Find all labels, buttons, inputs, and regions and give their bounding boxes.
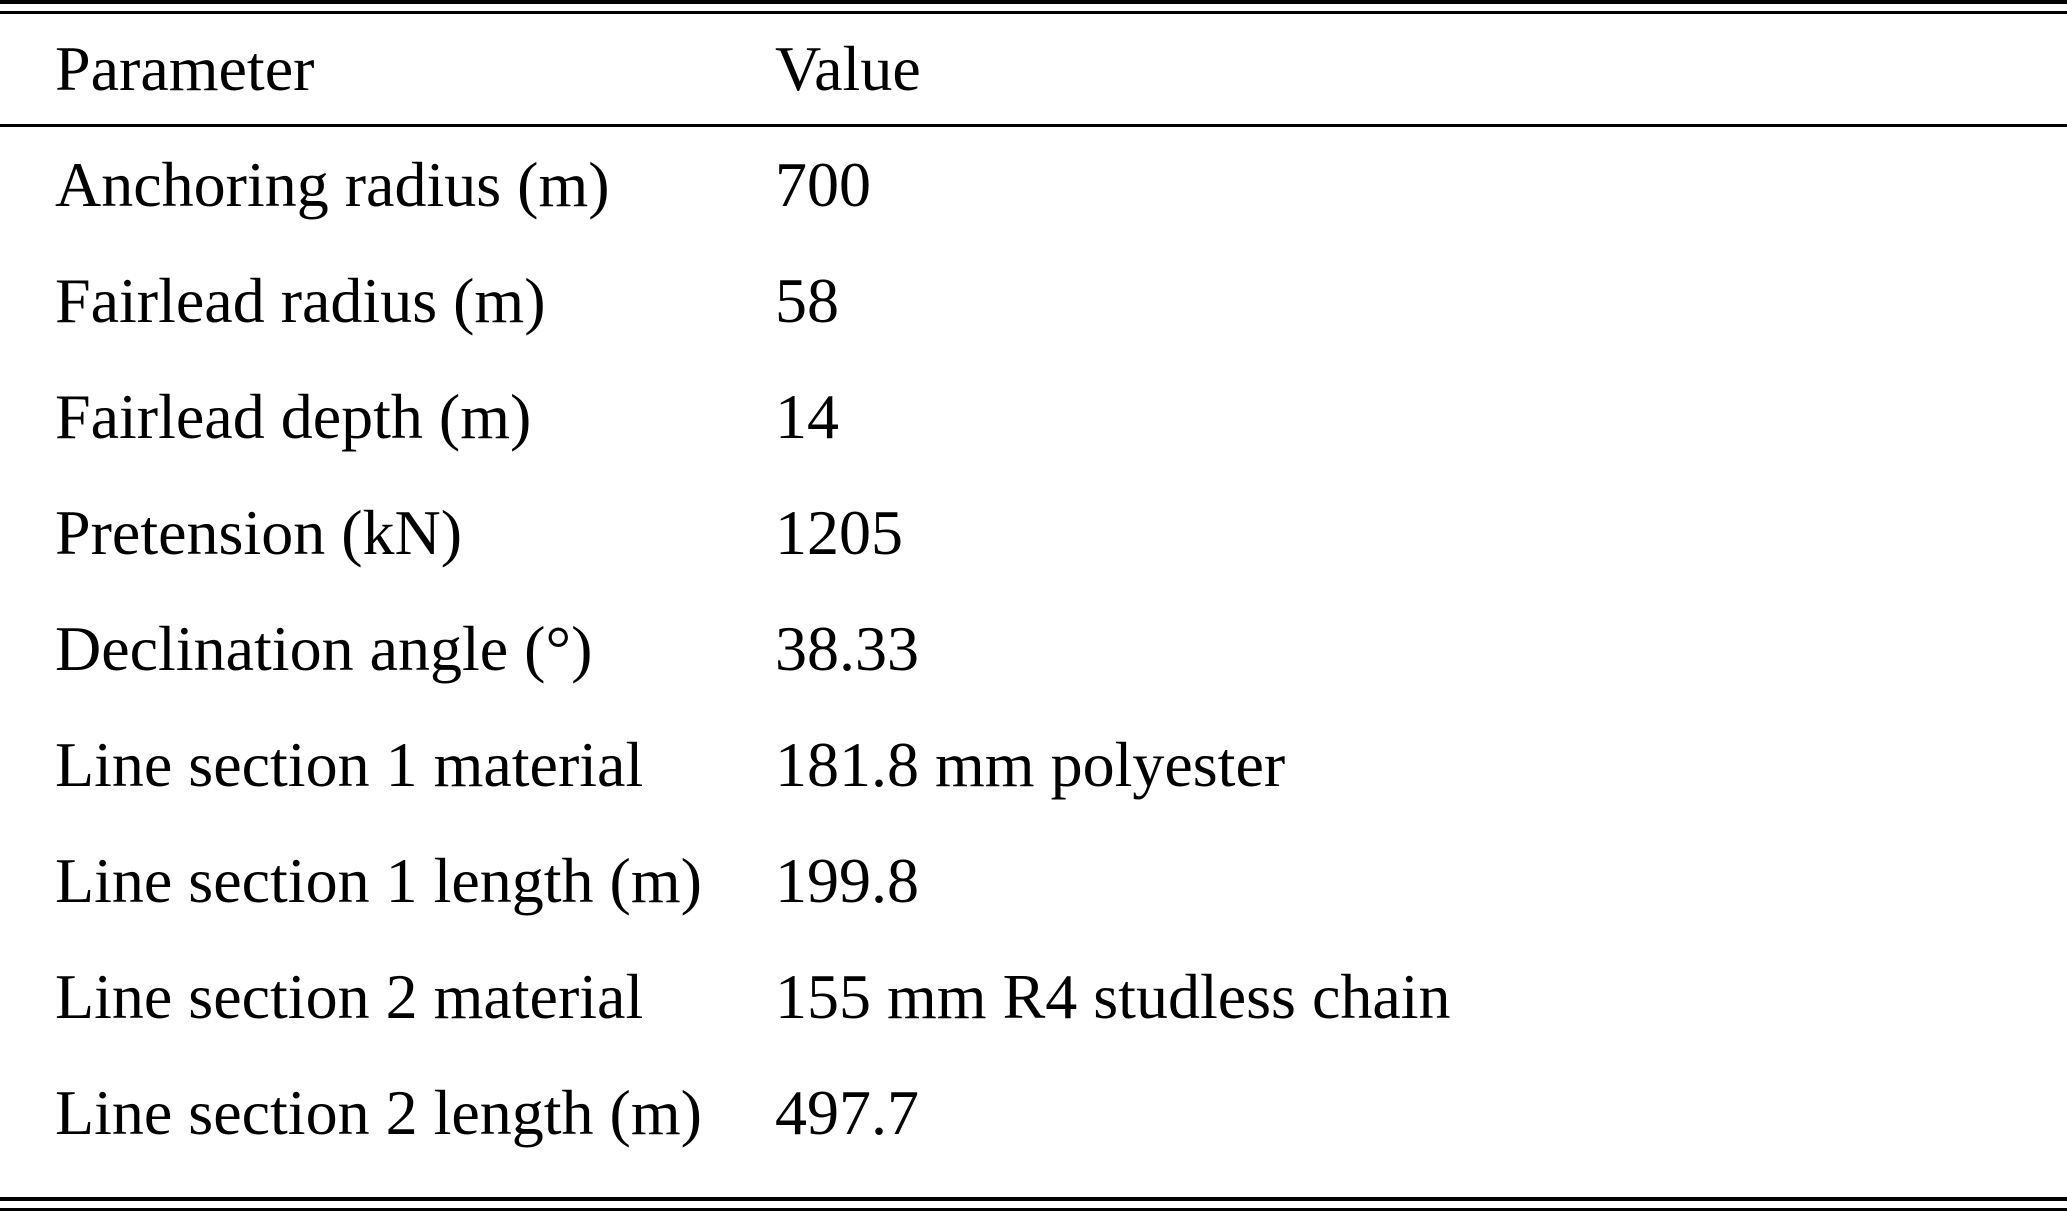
param-cell: Anchoring radius (m): [55, 148, 610, 220]
header-value: Value: [775, 32, 921, 104]
value-cell: 181.8 mm polyester: [775, 728, 1286, 800]
table-header-row: Parameter Value: [0, 14, 2067, 124]
table-row: Line section 2 length (m) 497.7: [0, 1055, 2067, 1171]
table-row: Anchoring radius (m) 700: [0, 127, 2067, 243]
param-cell: Line section 1 length (m): [55, 844, 702, 916]
value-cell: 155 mm R4 studless chain: [775, 960, 1451, 1032]
value-cell: 700: [775, 148, 871, 220]
param-cell: Line section 2 material: [55, 960, 644, 1032]
param-cell: Declination angle (°): [55, 612, 593, 684]
table-top-rule: [0, 0, 2067, 14]
param-cell: Fairlead radius (m): [55, 264, 546, 336]
table-row: Pretension (kN) 1205: [0, 475, 2067, 591]
table-row: Fairlead radius (m) 58: [0, 243, 2067, 359]
value-cell: 38.33: [775, 612, 919, 684]
table-body: Anchoring radius (m) 700 Fairlead radius…: [0, 127, 2067, 1171]
value-cell: 497.7: [775, 1076, 919, 1148]
header-rule: [0, 124, 2067, 127]
table-row: Line section 1 material 181.8 mm polyest…: [0, 707, 2067, 823]
value-cell: 199.8: [775, 844, 919, 916]
table-row: Declination angle (°) 38.33: [0, 591, 2067, 707]
header-parameter: Parameter: [55, 32, 315, 104]
value-cell: 14: [775, 380, 839, 452]
param-cell: Pretension (kN): [55, 496, 463, 568]
table-bottom-rule: [0, 1197, 2067, 1211]
param-cell: Line section 1 material: [55, 728, 644, 800]
value-cell: 58: [775, 264, 839, 336]
param-cell: Line section 2 length (m): [55, 1076, 702, 1148]
table-row: Fairlead depth (m) 14: [0, 359, 2067, 475]
value-cell: 1205: [775, 496, 903, 568]
table-row: Line section 2 material 155 mm R4 studle…: [0, 939, 2067, 1055]
param-cell: Fairlead depth (m): [55, 380, 532, 452]
table-row: Line section 1 length (m) 199.8: [0, 823, 2067, 939]
